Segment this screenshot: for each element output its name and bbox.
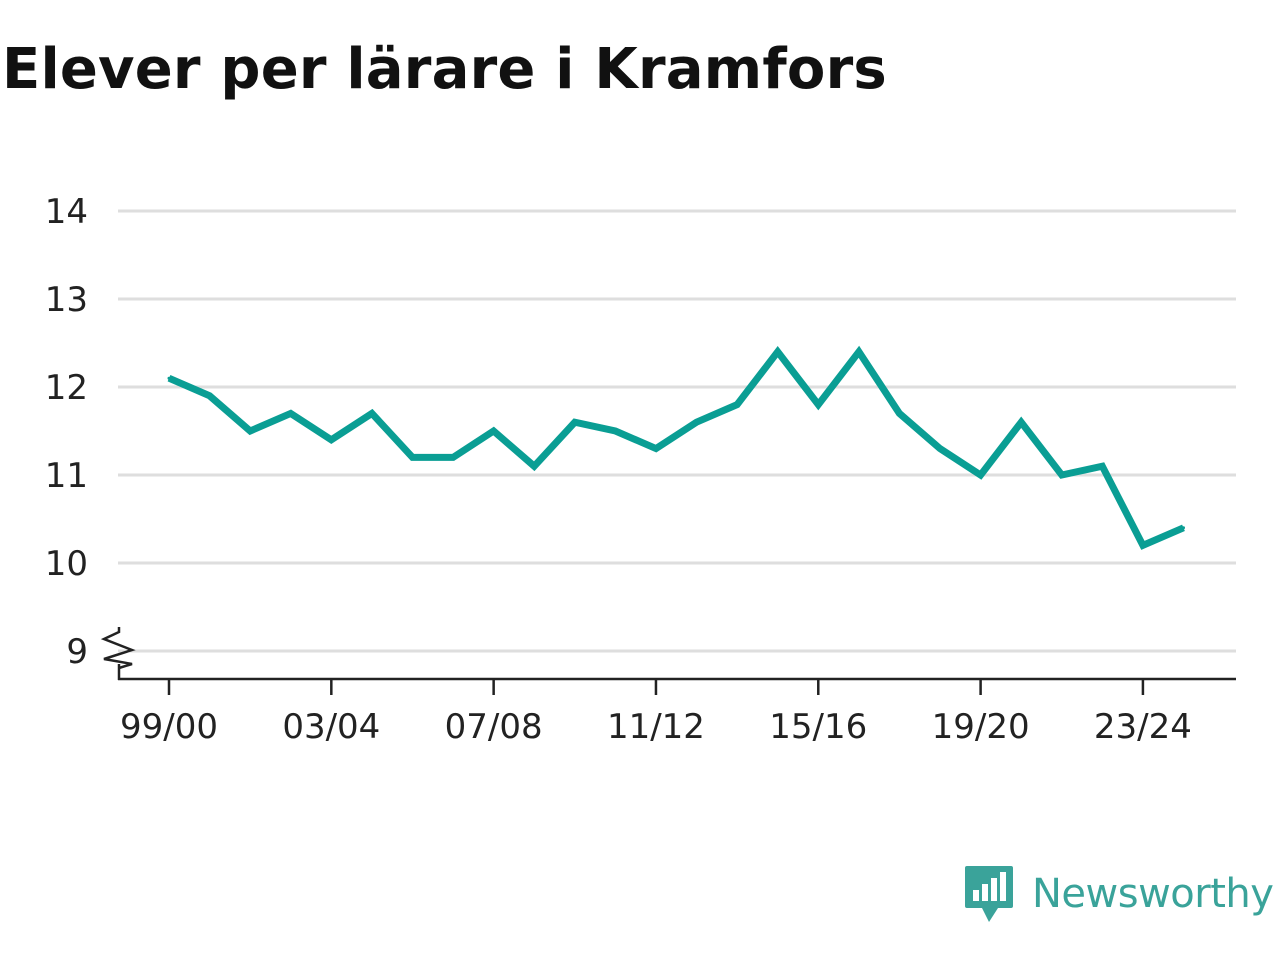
data-point	[329, 438, 333, 442]
newsworthy-logo-icon	[965, 866, 1013, 922]
chart-title: Elever per lärare i Kramfors	[2, 37, 887, 102]
data-point	[1182, 526, 1185, 530]
data-point	[979, 473, 983, 477]
data-point	[816, 403, 820, 407]
data-point	[1141, 543, 1145, 547]
y-tick-label: 12	[45, 368, 88, 408]
x-tick-label: 03/04	[282, 707, 380, 747]
newsworthy-logo: Newsworthy	[964, 864, 1274, 924]
logo-text: Newsworthy	[1032, 871, 1274, 917]
data-point	[735, 403, 739, 407]
y-axis-ticks: 9 10 11 12 13 14	[45, 192, 88, 672]
data-point	[897, 411, 901, 415]
data-point	[695, 420, 699, 424]
data-point	[1019, 420, 1023, 424]
data-point	[451, 455, 455, 459]
data-point	[208, 394, 212, 398]
series-group	[167, 345, 1185, 550]
x-tick-label: 15/16	[769, 707, 867, 747]
data-point	[248, 429, 252, 433]
x-tick-label: 19/20	[932, 707, 1030, 747]
y-tick-label: 9	[66, 632, 88, 672]
y-tick-label: 11	[45, 456, 88, 496]
x-tick-label: 23/24	[1094, 707, 1192, 747]
x-axis: 99/00 03/04 07/08 11/12 15/16 19/20 23/24	[100, 627, 1236, 747]
data-point	[167, 376, 171, 380]
data-point	[573, 420, 577, 424]
data-point	[289, 411, 293, 415]
data-point	[1060, 473, 1064, 477]
x-tick-label: 11/12	[607, 707, 705, 747]
data-point	[1100, 464, 1104, 468]
y-tick-label: 13	[45, 280, 88, 320]
axis-break-icon	[100, 627, 136, 670]
gridlines	[118, 209, 1236, 653]
x-tick-label: 07/08	[445, 707, 543, 747]
data-point	[776, 350, 780, 354]
data-point	[532, 464, 536, 468]
data-point	[613, 429, 617, 433]
data-point	[857, 350, 861, 354]
y-tick-label: 14	[45, 192, 88, 232]
y-tick-label: 10	[45, 544, 88, 584]
data-point	[370, 411, 374, 415]
data-point	[492, 429, 496, 433]
data-point	[654, 447, 658, 451]
series-line	[167, 345, 1185, 550]
x-tick-label: 99/00	[120, 707, 218, 747]
data-point	[938, 447, 942, 451]
data-point	[410, 455, 414, 459]
